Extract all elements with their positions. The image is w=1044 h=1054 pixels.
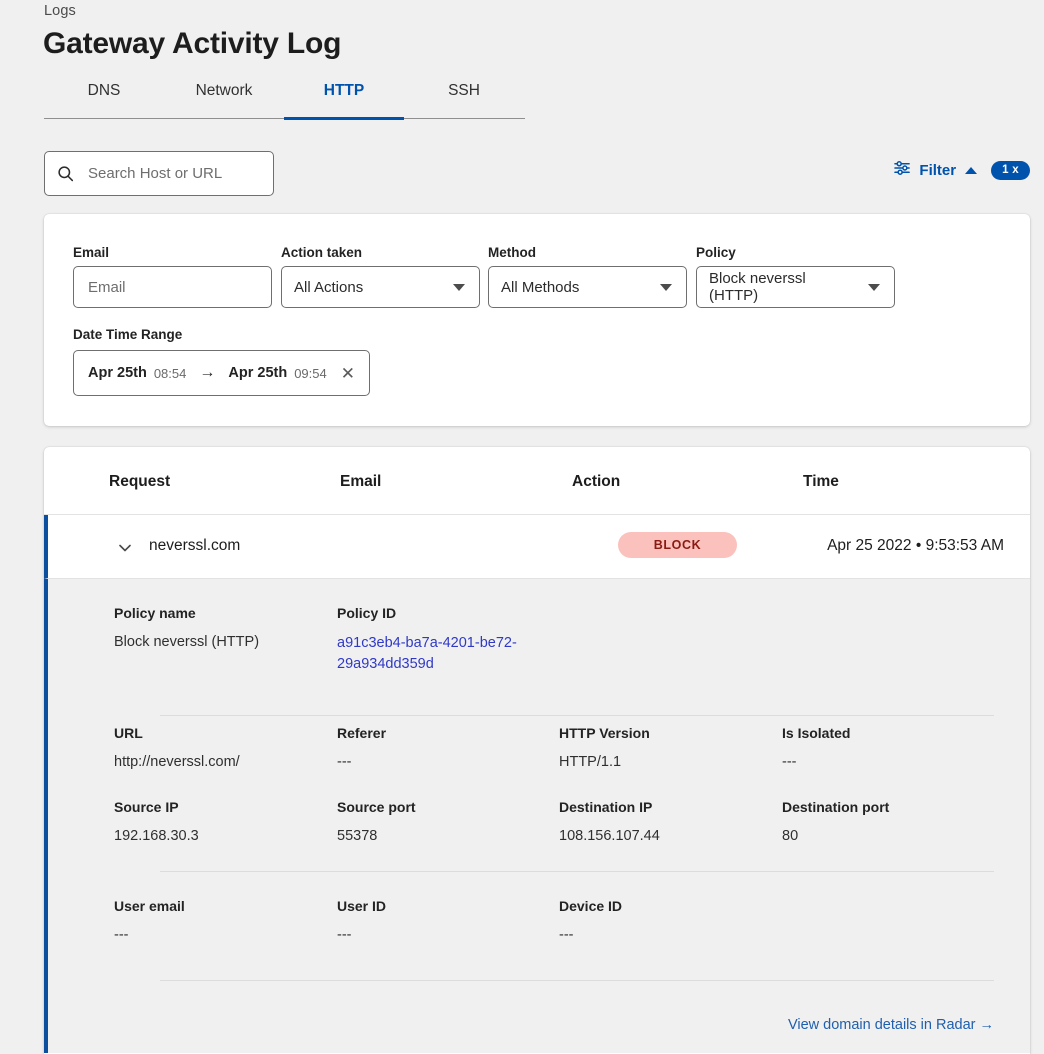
action-select-value: All Actions [294, 278, 364, 296]
method-select[interactable]: All Methods [488, 266, 687, 308]
table-header-row: Request Email Action Time [44, 447, 1030, 515]
filter-count-badge[interactable]: 1 x [991, 161, 1030, 180]
device-id-label: Device ID [559, 898, 623, 914]
range-end-time[interactable]: 09:54 [294, 365, 327, 381]
policy-id-value[interactable]: a91c3eb4-ba7a-4201-be72-29a934dd359d [337, 635, 517, 672]
source-ip-value: 192.168.30.3 [114, 828, 199, 844]
breadcrumb[interactable]: Logs [44, 3, 76, 19]
chevron-down-icon [660, 283, 672, 291]
source-ip-label: Source IP [114, 799, 179, 815]
policy-name-label: Policy name [114, 605, 196, 621]
policy-field-label: Policy [696, 245, 736, 260]
collapse-row-chevron-icon[interactable] [116, 539, 134, 557]
sliders-icon [894, 160, 911, 181]
search-box[interactable] [44, 151, 274, 196]
tab-http[interactable]: HTTP [284, 76, 404, 120]
column-header-email: Email [340, 473, 382, 490]
http-version-value: HTTP/1.1 [559, 754, 622, 770]
referer-label: Referer [337, 725, 387, 741]
user-id-label: User ID [337, 898, 387, 914]
range-start-date[interactable]: Apr 25th [88, 365, 147, 381]
cell-time: Apr 25 2022 • 9:53:53 AM [827, 537, 1004, 554]
is-isolated-label: Is Isolated [782, 725, 851, 741]
destination-ip-label: Destination IP [559, 799, 653, 815]
email-field[interactable] [73, 266, 272, 308]
clear-range-icon[interactable]: ✕ [340, 363, 355, 383]
action-select[interactable]: All Actions [281, 266, 480, 308]
range-start-time[interactable]: 08:54 [153, 365, 187, 381]
policy-id-label: Policy ID [337, 605, 397, 621]
url-value: http://neverssl.com/ [114, 754, 240, 770]
user-id-value: --- [337, 927, 352, 943]
column-header-time: Time [803, 473, 839, 490]
destination-port-label: Destination port [782, 799, 890, 815]
user-email-label: User email [114, 898, 185, 914]
search-input[interactable] [86, 158, 256, 189]
range-arrow-icon: → [199, 364, 216, 381]
chevron-down-icon [868, 283, 880, 291]
column-header-action: Action [572, 473, 621, 490]
tab-dns[interactable]: DNS [87, 82, 121, 99]
source-port-label: Source port [337, 799, 416, 815]
log-type-tabs: DNS Network HTTP SSH [44, 76, 525, 120]
referer-value: --- [337, 754, 352, 770]
range-end-date[interactable]: Apr 25th [228, 365, 288, 381]
method-field-label: Method [488, 245, 536, 260]
detail-divider [160, 871, 994, 872]
view-domain-details-radar-link[interactable]: View domain details in Radar → [787, 1017, 994, 1033]
cell-request: neverssl.com [149, 537, 241, 554]
email-input[interactable] [86, 272, 259, 302]
chevron-up-icon [965, 167, 978, 174]
tab-network[interactable]: Network [195, 82, 253, 99]
policy-select[interactable]: Block neverssl (HTTP) [696, 266, 895, 308]
user-email-value: --- [114, 927, 129, 943]
search-icon [57, 165, 74, 182]
policy-select-value: Block neverssl (HTTP) [709, 270, 806, 304]
date-range-label: Date Time Range [73, 327, 183, 342]
is-isolated-value: --- [782, 754, 797, 770]
method-select-value: All Methods [501, 278, 580, 296]
policy-name-value: Block neverssl (HTTP) [114, 634, 260, 650]
column-header-request: Request [109, 473, 171, 490]
url-label: URL [114, 725, 143, 741]
row-detail-panel: Policy name Block neverssl (HTTP) Policy… [44, 579, 1030, 1053]
filter-toggle[interactable]: Filter 1 x [894, 160, 1030, 181]
table-row[interactable]: neverssl.com BLOCK Apr 25 2022 • 9:53:53… [44, 515, 1030, 579]
date-time-range-picker[interactable]: Apr 25th 08:54 → Apr 25th 09:54 ✕ [73, 350, 370, 396]
filter-label: Filter [919, 162, 957, 179]
destination-ip-value: 108.156.107.44 [559, 828, 660, 844]
detail-divider [160, 980, 994, 981]
device-id-value: --- [559, 927, 574, 943]
status-badge: BLOCK [618, 532, 737, 558]
detail-divider [160, 715, 994, 716]
page-title: Gateway Activity Log [43, 27, 342, 60]
tab-ssh[interactable]: SSH [448, 82, 480, 99]
source-port-value: 55378 [337, 828, 378, 844]
action-field-label: Action taken [281, 245, 363, 260]
chevron-down-icon [453, 283, 465, 291]
results-table: Request Email Action Time neverssl.com B… [44, 447, 1030, 1054]
http-version-label: HTTP Version [559, 725, 650, 741]
destination-port-value: 80 [782, 828, 799, 844]
email-field-label: Email [73, 245, 110, 260]
